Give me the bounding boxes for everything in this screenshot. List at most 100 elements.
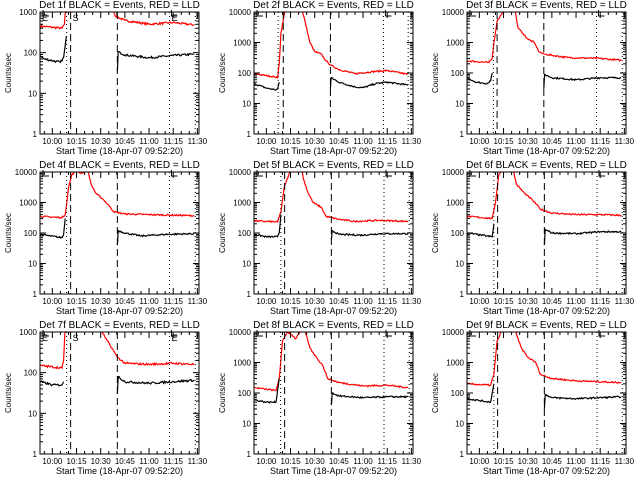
x-tick-label: 10:30 (305, 457, 326, 466)
y-tick-label: 10 (242, 420, 251, 429)
series-line-lld-red (254, 12, 409, 80)
series-line-events-black (467, 383, 622, 409)
y-tick-label: 10 (28, 409, 37, 418)
x-tick-label: 10:30 (518, 137, 539, 146)
x-tick-label: 11:30 (402, 137, 422, 146)
x-tick-label: 11:15 (163, 457, 183, 466)
y-tick-label: 100 (451, 389, 465, 398)
y-tick-label: 10 (455, 260, 464, 269)
x-tick-label: 11:00 (139, 297, 159, 306)
y-axis-label: Counts/sec (218, 213, 227, 253)
x-tick-label: 11:00 (566, 297, 586, 306)
y-tick-label: 100 (238, 389, 252, 398)
y-tick-label: 10 (242, 100, 251, 109)
x-tick-label: 10:45 (115, 297, 136, 306)
plot-frame (466, 171, 627, 295)
x-tick-label: 11:15 (163, 297, 183, 306)
y-tick-label: 100 (24, 49, 38, 58)
x-tick-label: 10:15 (281, 297, 302, 306)
y-tick-label: 1000 (446, 359, 464, 368)
x-tick-label: 11:00 (353, 137, 373, 146)
y-tick-label: 10000 (229, 8, 252, 17)
y-tick-label: 1 (247, 130, 252, 139)
y-tick-label: 10000 (442, 8, 465, 17)
y-tick-label: 100 (24, 369, 38, 378)
y-tick-label: 1 (33, 290, 38, 299)
x-tick-label: 10:45 (115, 457, 136, 466)
y-tick-label: 10 (28, 89, 37, 98)
x-axis-label: Start Time (18-Apr-07 09:52:20) (483, 466, 610, 476)
panel-title: Det 6f BLACK = Events, RED = LLD (466, 160, 627, 171)
series-line-lld-red (467, 12, 622, 64)
x-tick-label: 11:30 (402, 297, 422, 306)
x-tick-label: 11:00 (566, 137, 586, 146)
y-tick-label: 10000 (229, 168, 252, 177)
x-tick-label: 10:00 (469, 457, 490, 466)
x-tick-label: 11:15 (377, 137, 397, 146)
detector-panel-6: Det 6f BLACK = Events, RED = LLD Counts/s… (431, 160, 635, 316)
x-tick-label: 11:00 (566, 457, 586, 466)
x-tick-label: 10:30 (518, 457, 539, 466)
x-tick-label: 10:00 (42, 137, 63, 146)
y-tick-label: 1000 (446, 39, 464, 48)
detector-panel-7: Det 7f BLACK = Events, RED = LLD Counts/s… (4, 320, 208, 476)
x-tick-label: 10:45 (542, 297, 563, 306)
series-line-events-black (254, 76, 409, 91)
y-tick-label: 1 (33, 130, 38, 139)
x-tick-label: 10:45 (329, 457, 350, 466)
y-tick-label: 1000 (233, 39, 251, 48)
x-tick-label: 11:00 (139, 137, 159, 146)
y-tick-label: 100 (238, 69, 252, 78)
y-tick-label: 10000 (442, 328, 465, 337)
y-tick-label: 1 (460, 130, 465, 139)
x-axis-label: Start Time (18-Apr-07 09:52:20) (56, 146, 183, 156)
x-tick-label: 11:15 (590, 137, 610, 146)
x-tick-label: 10:00 (256, 457, 277, 466)
x-tick-label: 10:15 (281, 137, 302, 146)
x-tick-label: 10:15 (494, 457, 515, 466)
interval-annotation-label: E (42, 13, 48, 23)
x-axis-label: Start Time (18-Apr-07 09:52:20) (270, 306, 397, 316)
x-tick-label: 10:00 (469, 297, 490, 306)
x-tick-label: 10:15 (494, 137, 515, 146)
y-axis-label: Counts/sec (218, 373, 227, 413)
series-line-events-black (40, 218, 195, 246)
panel-title: Det 2f BLACK = Events, RED = LLD (253, 0, 414, 11)
y-tick-label: 10000 (15, 168, 38, 177)
panel-title: Det 7f BLACK = Events, RED = LLD (39, 320, 200, 331)
x-tick-label: 10:00 (469, 137, 490, 146)
x-axis-label: Start Time (18-Apr-07 09:52:20) (270, 466, 397, 476)
x-tick-label: 11:15 (377, 457, 397, 466)
y-axis-label: Counts/sec (4, 373, 13, 413)
interval-annotation-label: S (73, 333, 79, 343)
y-tick-label: 1000 (19, 199, 37, 208)
x-axis-label: Start Time (18-Apr-07 09:52:20) (483, 306, 610, 316)
x-tick-label: 11:30 (188, 137, 208, 146)
x-tick-label: 11:15 (590, 297, 610, 306)
y-tick-label: 100 (451, 229, 465, 238)
panel-title: Det 1f BLACK = Events, RED = LLD (39, 0, 200, 11)
panel-title: Det 9f BLACK = Events, RED = LLD (466, 320, 627, 331)
y-tick-label: 100 (451, 69, 465, 78)
x-tick-label: 11:00 (353, 297, 373, 306)
x-tick-label: 11:30 (615, 297, 635, 306)
x-tick-label: 10:30 (518, 297, 539, 306)
y-tick-label: 100 (238, 229, 252, 238)
y-tick-label: 1 (460, 450, 465, 459)
detector-panel-1: Det 1f BLACK = Events, RED = LLD Counts/s… (4, 0, 208, 156)
y-axis-label: Counts/sec (431, 213, 440, 253)
x-tick-label: 11:15 (163, 137, 183, 146)
y-tick-label: 1 (247, 450, 252, 459)
y-axis-label: Counts/sec (431, 373, 440, 413)
y-tick-label: 10 (242, 260, 251, 269)
plot-frame (39, 331, 200, 455)
y-tick-label: 10 (455, 420, 464, 429)
y-axis-label: Counts/sec (4, 213, 13, 253)
x-tick-label: 10:15 (67, 297, 88, 306)
x-tick-label: 10:15 (281, 457, 302, 466)
x-tick-label: 11:30 (615, 457, 635, 466)
x-tick-label: 11:30 (615, 137, 635, 146)
y-tick-label: 1 (460, 290, 465, 299)
x-tick-label: 10:15 (67, 137, 88, 146)
detector-panel-5: Det 5f BLACK = Events, RED = LLD Counts/s… (218, 160, 422, 316)
